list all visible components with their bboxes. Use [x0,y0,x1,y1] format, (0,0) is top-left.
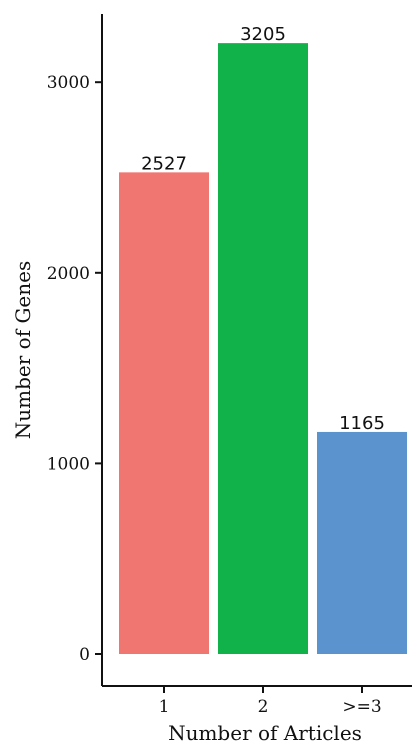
y-tick-label: 0 [79,645,90,665]
bar-value-label: 3205 [240,24,286,45]
bars-group [119,43,407,654]
y-axis-ticks: 0 1000 2000 3000 [47,73,102,665]
bar [317,431,407,654]
y-axis-title: Number of Genes [11,261,35,440]
x-tick-label: >=3 [342,697,381,717]
x-axis-ticks: 1 2 >=3 [159,686,382,717]
bar [119,172,209,654]
y-tick-label: 1000 [47,454,90,474]
bar-value-label: 1165 [339,413,385,434]
bar-value-label: 2527 [141,153,187,174]
x-tick-label: 2 [258,697,269,717]
y-tick-label: 2000 [47,264,90,284]
y-tick-label: 3000 [47,73,90,93]
x-tick-label: 1 [159,697,170,717]
bar [218,43,308,654]
x-axis-title: Number of Articles [168,721,362,745]
bar-data-labels: 2527 3205 1165 [141,24,385,434]
